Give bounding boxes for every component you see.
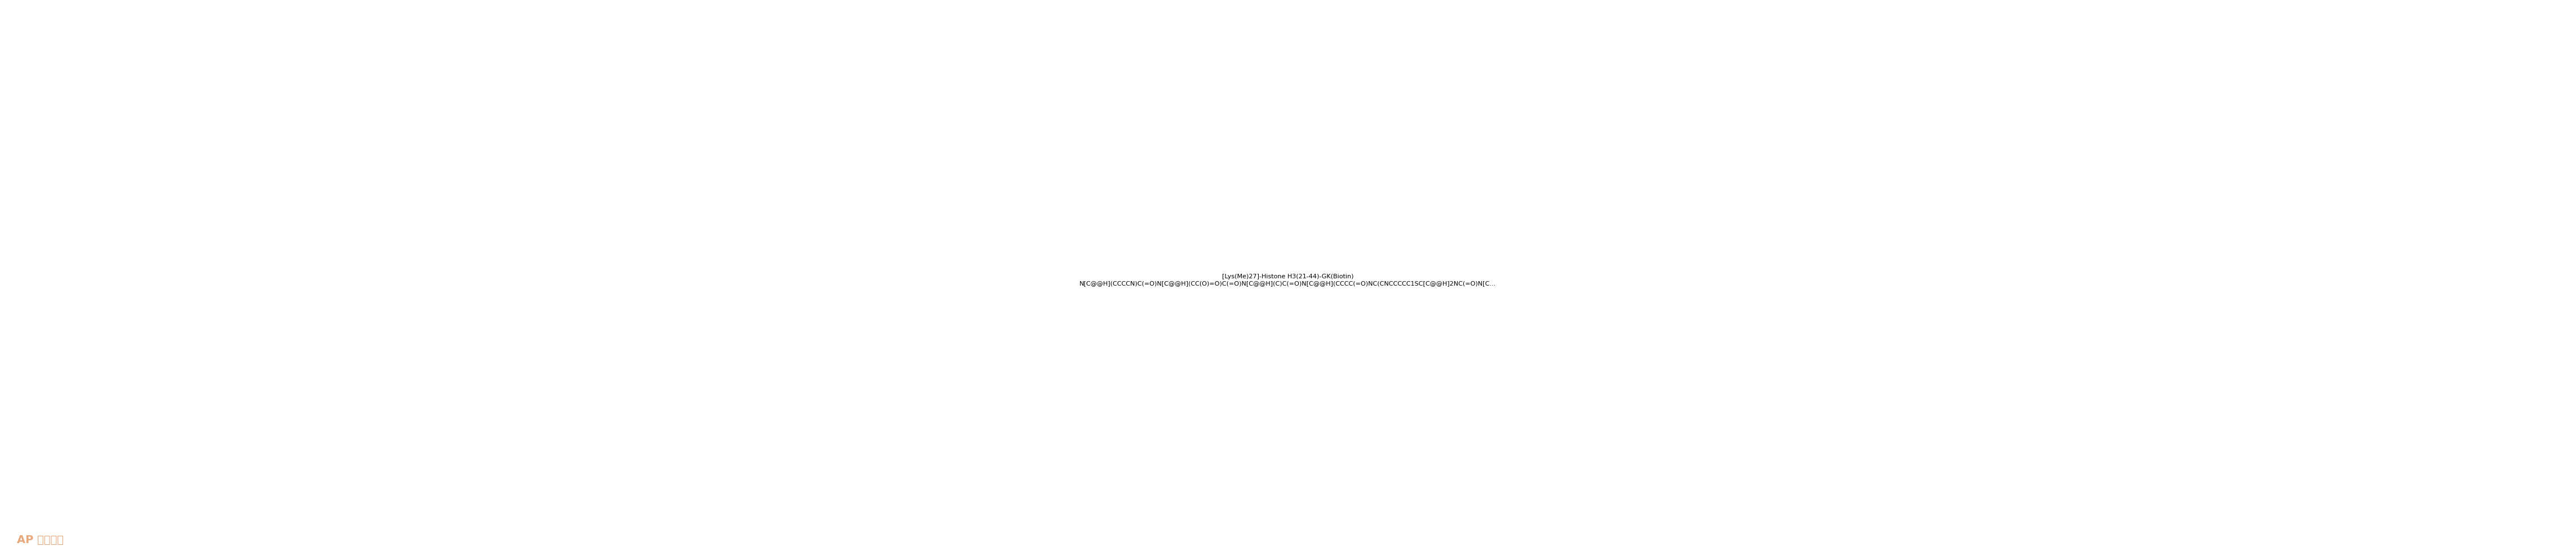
Text: AP 专肽生物: AP 专肽生物 — [18, 535, 64, 545]
Text: [Lys(Me)27]-Histone H3(21-44)-GK(Biotin)
N[C@@H](CCCCN)C(=O)N[C@@H](CC(O)=O)C(=O: [Lys(Me)27]-Histone H3(21-44)-GK(Biotin)… — [1079, 274, 1497, 286]
